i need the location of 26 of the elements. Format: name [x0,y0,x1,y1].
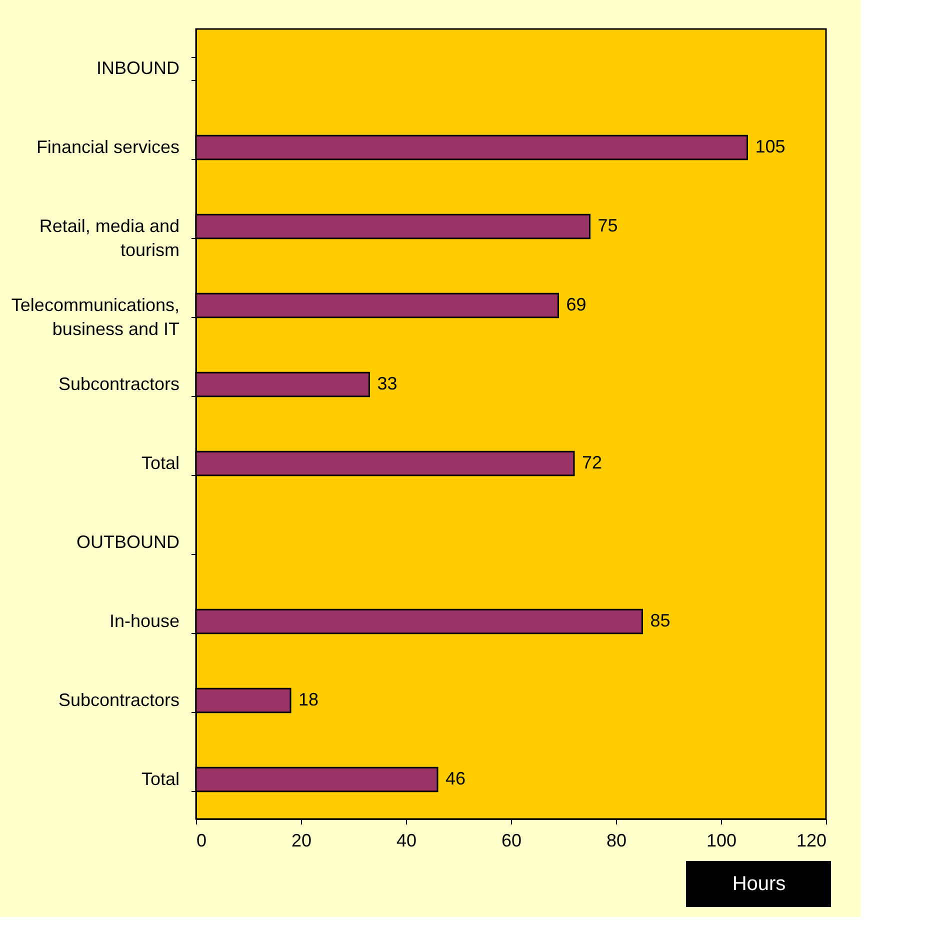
data-label: 85 [650,610,670,630]
y-tick-label: Telecommunications, business and IT [11,295,180,339]
y-tick-label: OUTBOUND [76,532,180,552]
y-tick-label: Retail, media and tourism [39,216,180,260]
y-tick-label: Total [141,769,180,789]
x-tick-label: 120 [796,830,826,850]
x-axis-title: Hours [732,873,786,895]
y-tick-label: INBOUND [96,58,180,78]
y-tick-label: Total [141,453,180,473]
y-tick-label: In-house [109,611,180,631]
y-tick-label: Subcontractors [58,374,180,394]
data-label: 33 [377,374,398,394]
x-tick-label: 80 [606,830,627,850]
x-tick-label: 20 [291,830,312,850]
x-tick-label: 40 [396,830,417,850]
y-tick-label: Subcontractors [58,690,180,710]
data-label: 75 [598,216,618,236]
data-label: 46 [446,768,466,788]
x-tick-label: 100 [706,830,737,850]
data-label: 105 [755,136,786,156]
x-tick-label: 60 [501,830,522,850]
data-label: 72 [582,452,602,472]
x-tick-label: 0 [196,830,207,850]
data-label: 69 [566,294,586,314]
y-tick-label: Financial services [36,137,180,157]
data-label: 18 [298,690,319,710]
